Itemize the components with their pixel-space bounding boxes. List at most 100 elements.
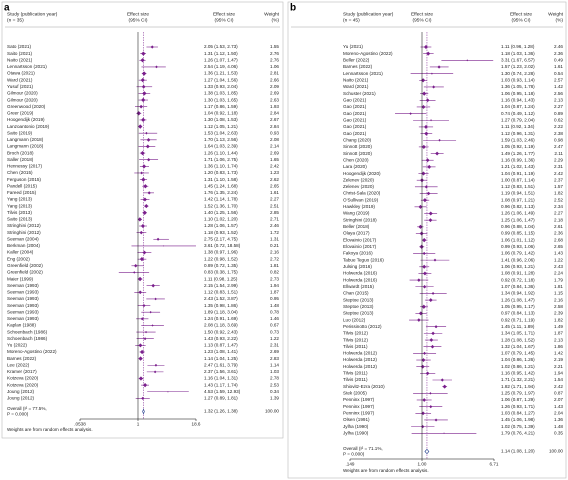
plot-area (395, 44, 494, 435)
study-label: Seeman (1993) (7, 303, 39, 308)
study-label: Barnes (2022) (7, 356, 37, 361)
study-label: Gao (2021) (343, 124, 367, 129)
overall-weight-label: 100.00 (265, 409, 279, 414)
effect-marker (142, 210, 147, 215)
header-study: (n = 45) (343, 17, 360, 23)
study-label: Elovainio (2017) (343, 244, 377, 249)
effect-marker (155, 65, 158, 69)
effect-marker (422, 285, 427, 289)
weight-label: 1.61 (270, 190, 279, 195)
effect-label: 1.14 (1.04, 1.25) (204, 356, 238, 361)
study-label: Lennartsson (2021) (7, 64, 47, 69)
effect-marker (144, 330, 148, 334)
weight-label: 2.62 (270, 177, 279, 182)
effect-marker (421, 304, 426, 309)
effect-marker (140, 78, 145, 83)
effect-label: 1.38 (1.03, 1.85) (204, 91, 238, 96)
weight-label: 1.82 (554, 317, 563, 322)
effect-label: 0.92 (0.72, 1.18) (501, 277, 535, 282)
effect-label: 1.16 (0.94, 1.43) (501, 97, 535, 102)
weight-label: 0.89 (554, 111, 563, 116)
effect-label: 0.99 (0.93, 1.06) (501, 244, 535, 249)
effect-marker (139, 104, 143, 109)
study-label: Langmann (2018) (7, 144, 44, 149)
effect-marker (428, 211, 433, 216)
effect-label: 1.03 (0.93, 1.14) (501, 78, 535, 83)
x-tick-label: .149 (346, 462, 355, 467)
effect-marker (442, 384, 447, 389)
effect-marker (136, 111, 141, 116)
effect-marker (150, 45, 154, 49)
weight-label: 0.78 (270, 309, 279, 314)
effect-label: 1.16 (0.95, 1.42) (501, 371, 535, 376)
study-label: Elovainio (2017) (343, 237, 377, 242)
study-label: Stek (2005) (343, 391, 367, 396)
effect-marker (425, 158, 430, 163)
study-label: Steptoe (2013) (343, 297, 374, 302)
effect-marker (141, 71, 147, 76)
effect-label: 1.31 (1.12, 1.50) (204, 51, 238, 56)
effect-marker (133, 264, 138, 268)
weight-label: 1.22 (554, 257, 563, 262)
weight-label: 1.06 (270, 64, 279, 69)
header-plot: Effect size (411, 11, 433, 17)
effect-label: 1.26 (0.93, 1.71) (501, 404, 535, 409)
weight-label: 0.95 (270, 296, 279, 301)
effect-marker (429, 392, 432, 395)
study-label: Tilvis (2011) (343, 371, 368, 376)
effect-marker (421, 78, 426, 83)
effect-label: 3.31 (1.67, 6.57) (501, 58, 535, 63)
effect-label: 1.21 (1.02, 1.43) (501, 164, 535, 169)
study-label: Tabue Teguo (2016) (343, 257, 384, 262)
weight-label: 2.42 (270, 164, 279, 169)
effect-label: 1.06 (0.87, 1.29) (501, 397, 535, 402)
overall-label: Overall (I² = 71.1%, (343, 446, 383, 451)
study-label: Tilvis (2011) (343, 344, 368, 349)
effect-label: 1.89 (1.18, 3.04) (204, 309, 238, 314)
effect-label: 1.06 (0.95, 1.18) (501, 91, 535, 96)
effect-label: 1.06 (0.79, 1.42) (501, 251, 535, 256)
study-label: Schoenbach (1986) (7, 336, 48, 341)
weight-label: 1.31 (270, 236, 279, 241)
study-label: Joung (2012) (7, 389, 35, 394)
study-label: Ferguson (2015) (7, 177, 41, 182)
weight-label: 2.13 (554, 337, 563, 342)
weight-label: 1.94 (270, 283, 279, 288)
study-label: Greenfield (2002) (7, 270, 43, 275)
effect-label: 1.07 (0.84, 1.36) (501, 284, 535, 289)
study-label: Berkman (2004) (7, 243, 40, 248)
footnote: Weights are from random effects analysis… (7, 427, 93, 432)
effect-label: 1.08 (0.97, 1.21) (501, 197, 535, 202)
effect-label: 0.96 (0.88, 1.04) (501, 224, 535, 229)
study-label: Shiovitz-Ezra (2010) (343, 384, 385, 389)
effect-marker (440, 378, 444, 382)
effect-marker (156, 237, 160, 241)
header-es: Effect size (510, 11, 532, 17)
study-label: Penninx (1997) (343, 397, 375, 402)
weight-label: 0.35 (554, 430, 563, 435)
effect-marker (417, 318, 421, 322)
weight-label: 1.65 (270, 157, 279, 162)
study-label: Gao (2021) (343, 104, 367, 109)
study-label: Hennessy (2017) (7, 164, 42, 169)
study-label: Seeman (1993) (7, 296, 39, 301)
effect-label: 1.18 (1.03, 1.36) (501, 51, 535, 56)
effect-label: 1.25 (1.06, 1.47) (501, 217, 535, 222)
weight-label: 2.31 (270, 343, 279, 348)
weight-label: 1.23 (270, 170, 279, 175)
effect-marker (426, 191, 431, 196)
weight-label: 2.42 (554, 384, 563, 389)
weight-label: 0.34 (270, 389, 279, 394)
effect-marker (429, 338, 434, 342)
weight-label: 2.52 (554, 197, 563, 202)
effect-label: 1.70 (1.13, 2.56) (204, 137, 238, 142)
study-label: Zelenev (2020) (343, 177, 374, 182)
study-label: Stringhini (2012) (7, 223, 41, 228)
study-label: Hoogendijk (2020) (343, 171, 381, 176)
effect-label: 1.30 (0.74, 2.28) (501, 71, 535, 76)
effect-label: 1.50 (0.92, 2.43) (204, 329, 238, 334)
effect-marker (434, 325, 438, 329)
effect-label: 1.41 (0.96, 2.06) (501, 257, 535, 262)
study-label: Gao (2021) (343, 117, 367, 122)
effect-marker (422, 91, 427, 96)
